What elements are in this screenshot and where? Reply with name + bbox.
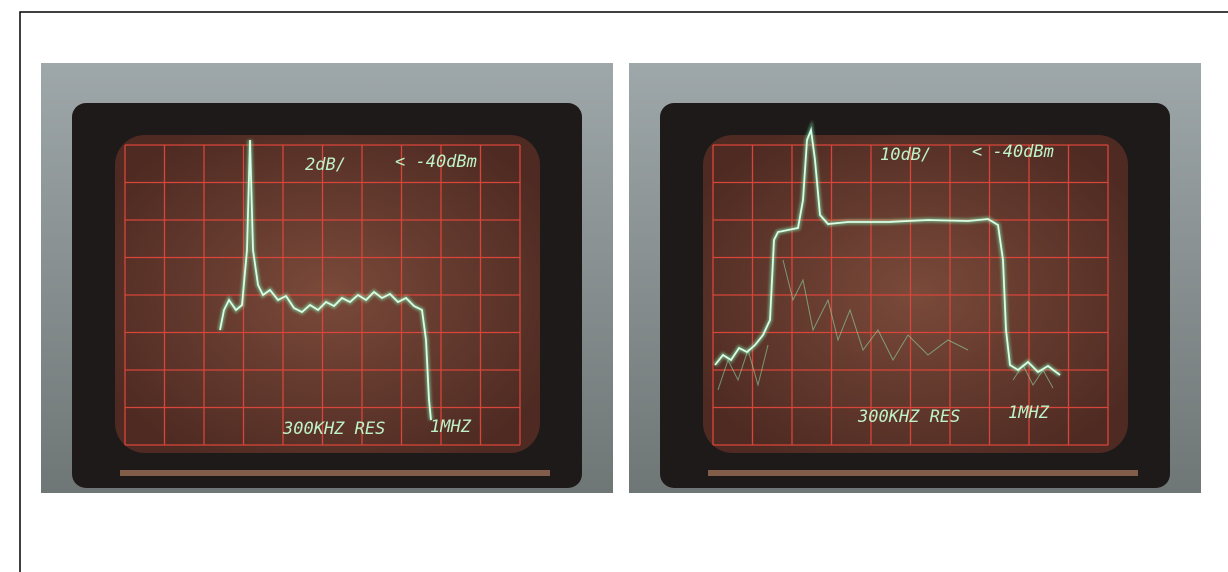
reference-label: < -40dBm	[395, 152, 477, 172]
trace	[714, 126, 1061, 376]
resolution-label: 300KHZ RES	[857, 407, 960, 427]
photo-left: 2dB/ < -40dBm 300KHZ RES 1MHZ	[41, 63, 613, 493]
photo-right: 10dB/ < -40dBm 300KHZ RES 1MHZ	[629, 63, 1201, 493]
trace	[219, 139, 432, 421]
screen	[115, 135, 540, 453]
reference-label: < -40dBm	[972, 142, 1054, 162]
screen	[703, 135, 1128, 453]
frame	[19, 11, 1228, 572]
bezel-glare	[120, 470, 550, 476]
scale-label: 10dB/	[880, 145, 931, 165]
span-label: 1MHZ	[1008, 403, 1050, 423]
span-label: 1MHZ	[430, 417, 472, 437]
bezel-glare	[708, 470, 1138, 476]
resolution-label: 300KHZ RES	[282, 419, 385, 439]
scale-label: 2dB/	[305, 155, 346, 175]
